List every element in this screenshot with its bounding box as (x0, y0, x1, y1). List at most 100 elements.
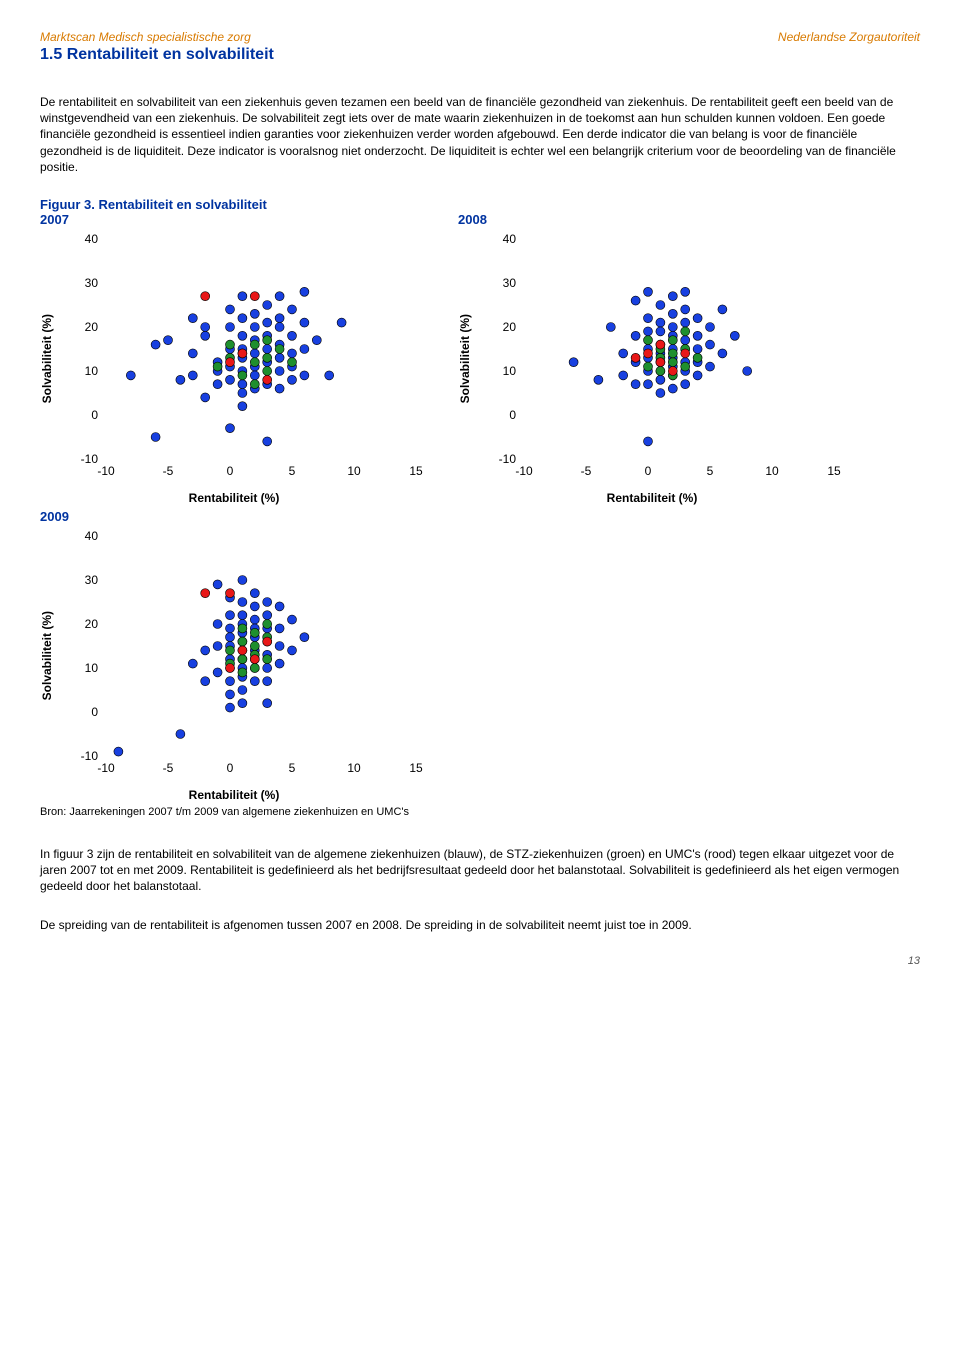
data-point (226, 646, 235, 655)
data-point (201, 589, 210, 598)
data-point (226, 677, 235, 686)
data-point (693, 344, 702, 353)
y-tick-label: 0 (91, 705, 98, 719)
data-point (238, 575, 247, 584)
data-point (263, 655, 272, 664)
data-point (288, 349, 297, 358)
x-tick-label: -10 (515, 464, 533, 478)
year-label-2009: 2009 (40, 509, 428, 524)
year-label-2008: 2008 (458, 212, 846, 227)
data-point (213, 641, 222, 650)
data-point (226, 611, 235, 620)
data-point (226, 322, 235, 331)
data-point (300, 633, 309, 642)
data-point (594, 375, 603, 384)
data-point (619, 371, 628, 380)
data-point (238, 655, 247, 664)
data-point (226, 424, 235, 433)
data-point (226, 589, 235, 598)
data-point (226, 375, 235, 384)
data-point (263, 677, 272, 686)
data-point (300, 344, 309, 353)
data-point (250, 628, 259, 637)
data-point (263, 375, 272, 384)
data-point (226, 624, 235, 633)
data-point (238, 597, 247, 606)
data-point (275, 659, 284, 668)
data-point (238, 685, 247, 694)
data-point (263, 663, 272, 672)
data-point (337, 318, 346, 327)
data-point (238, 388, 247, 397)
data-point (250, 655, 259, 664)
y-axis-label: Solvabiliteit (%) (458, 314, 472, 403)
y-tick-label: 10 (503, 364, 517, 378)
data-point (250, 677, 259, 686)
data-point (681, 305, 690, 314)
data-point (631, 353, 640, 362)
intro-paragraph: De rentabiliteit en solvabiliteit van ee… (40, 94, 920, 175)
data-point (201, 677, 210, 686)
y-tick-label: 10 (85, 661, 99, 675)
x-axis-label: Rentabiliteit (%) (458, 491, 846, 505)
data-point (263, 353, 272, 362)
data-point (288, 615, 297, 624)
y-tick-label: 40 (85, 529, 99, 543)
data-point (668, 349, 677, 358)
data-point (644, 336, 653, 345)
data-point (201, 331, 210, 340)
data-point (288, 375, 297, 384)
data-point (226, 358, 235, 367)
data-point (681, 327, 690, 336)
x-tick-label: 10 (765, 464, 779, 478)
data-point (213, 580, 222, 589)
data-point (275, 353, 284, 362)
data-point (693, 353, 702, 362)
data-point (681, 362, 690, 371)
y-tick-label: 30 (85, 276, 99, 290)
data-point (668, 366, 677, 375)
y-tick-label: 20 (85, 320, 99, 334)
x-axis-label: Rentabiliteit (%) (40, 491, 428, 505)
x-tick-label: -5 (581, 464, 592, 478)
data-point (644, 437, 653, 446)
data-point (238, 314, 247, 323)
data-point (213, 619, 222, 628)
data-point (656, 366, 665, 375)
data-point (706, 322, 715, 331)
x-tick-label: 0 (645, 464, 652, 478)
data-point (226, 703, 235, 712)
data-point (631, 296, 640, 305)
data-point (250, 380, 259, 389)
data-point (226, 690, 235, 699)
x-tick-label: 5 (707, 464, 714, 478)
data-point (238, 646, 247, 655)
data-point (681, 336, 690, 345)
data-point (263, 619, 272, 628)
page-number: 13 (40, 955, 920, 967)
chart-2007: 2007 Solvabiliteit (%) -10010203040-10-5… (40, 212, 428, 505)
data-point (275, 292, 284, 301)
data-point (263, 637, 272, 646)
data-point (263, 597, 272, 606)
data-point (126, 371, 135, 380)
data-point (656, 327, 665, 336)
figure-title: Figuur 3. Rentabiliteit en solvabiliteit (40, 197, 920, 212)
data-point (275, 366, 284, 375)
data-point (250, 602, 259, 611)
data-point (288, 646, 297, 655)
x-tick-label: -10 (97, 761, 115, 775)
data-point (213, 362, 222, 371)
data-point (176, 375, 185, 384)
y-tick-label: 40 (85, 232, 99, 246)
x-tick-label: -5 (163, 761, 174, 775)
data-point (275, 641, 284, 650)
data-point (693, 371, 702, 380)
data-point (718, 305, 727, 314)
data-point (300, 287, 309, 296)
data-point (288, 358, 297, 367)
x-tick-label: -10 (97, 464, 115, 478)
data-point (151, 340, 160, 349)
data-point (176, 729, 185, 738)
data-point (238, 380, 247, 389)
